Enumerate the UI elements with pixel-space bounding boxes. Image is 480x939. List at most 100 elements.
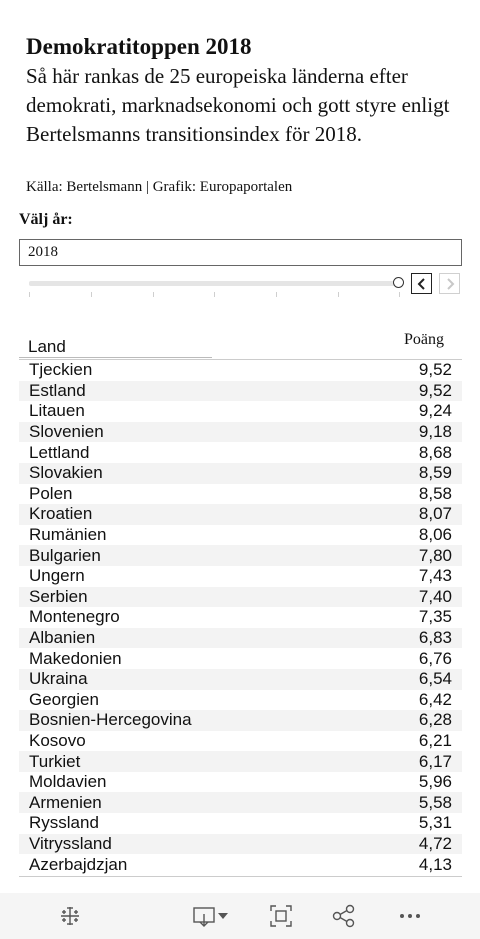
score-value: 7,43 [418,566,452,586]
page-title: Demokratitoppen 2018 [26,34,252,59]
table-row[interactable]: Bosnien-Hercegovina 6,28 [19,710,462,731]
table-row[interactable]: Serbien 7,40 [19,586,462,608]
country-name: Bulgarien [29,545,101,565]
year-slider-thumb[interactable] [393,277,404,288]
score-value: 6,42 [418,689,452,709]
country-name: Estland [29,380,86,400]
table-row[interactable]: Polen 8,58 [19,484,462,505]
country-name: Turkiet [29,751,81,771]
table-row[interactable]: Bulgarien 7,80 [19,545,462,566]
score-value: 6,54 [418,669,452,689]
table-row[interactable]: Estland 9,52 [19,380,462,402]
table-row[interactable]: Ryssland 5,31 [19,813,462,834]
share-button[interactable] [330,901,358,931]
chevron-right-icon [446,277,454,290]
table-row[interactable]: Vitryssland 4,72 [19,833,462,855]
column-header-divider [19,357,212,358]
score-value: 5,96 [418,772,452,792]
score-value: 8,06 [418,525,452,545]
fullscreen-icon [270,905,292,927]
score-value: 7,80 [418,545,452,565]
score-value: 9,18 [418,422,452,442]
country-name: Kosovo [29,730,86,750]
table-bottom-border [19,876,462,877]
download-button[interactable] [186,901,234,931]
table-row[interactable]: Kosovo 6,21 [19,731,462,752]
score-value: 7,40 [418,586,452,606]
slider-tick [276,292,277,297]
country-name: Armenien [29,792,102,812]
tableau-logo-icon [61,907,79,925]
country-name: Lettland [29,442,90,462]
country-name: Moldavien [29,772,107,792]
score-value: 8,07 [418,504,452,524]
more-icon [400,914,420,918]
score-value: 9,52 [418,380,452,400]
score-value: 6,21 [418,730,452,750]
table-row[interactable]: Ungern 7,43 [19,566,462,587]
column-header-score[interactable]: Poäng [404,331,444,348]
year-select[interactable]: 2018 [19,239,462,266]
share-icon [332,904,355,928]
table-row[interactable]: Georgien 6,42 [19,690,462,711]
table-row[interactable]: Rumänien 8,06 [19,525,462,546]
table-row[interactable]: Slovenien 9,18 [19,421,462,443]
score-value: 8,68 [418,442,452,462]
table-row[interactable]: Albanien 6,83 [19,627,462,649]
fullscreen-button[interactable] [267,901,295,931]
chevron-left-icon [417,277,425,290]
table-row[interactable]: Makedonien 6,76 [19,648,462,669]
page-description: Så här rankas de 25 europeiska länderna … [26,64,450,146]
slider-tick [338,292,339,297]
table-row[interactable]: Ukraina 6,54 [19,668,462,690]
tableau-logo-button[interactable] [56,901,84,931]
country-name: Ryssland [29,813,99,833]
table-row[interactable]: Montenegro 7,35 [19,607,462,628]
country-name: Georgien [29,689,99,709]
country-name: Serbien [29,586,88,606]
score-value: 7,35 [418,607,452,627]
more-options-button[interactable] [396,901,424,931]
country-name: Rumänien [29,525,107,545]
country-name: Ungern [29,566,85,586]
country-name: Tjeckien [29,360,93,380]
table-row[interactable]: Litauen 9,24 [19,401,462,422]
source-credit: Källa: Bertelsmann | Grafik: Europaporta… [26,179,293,195]
table-row[interactable]: Slovakien 8,59 [19,462,462,484]
table-row[interactable]: Kroatien 8,07 [19,504,462,525]
score-value: 8,58 [418,483,452,503]
table-row[interactable]: Azerbajdzjan 4,13 [19,854,462,875]
country-name: Albanien [29,628,96,648]
country-name: Litauen [29,401,85,421]
year-slider-track[interactable] [29,281,400,286]
table-row[interactable]: Tjeckien 9,52 [19,360,462,381]
table-row[interactable]: Lettland 8,68 [19,442,462,463]
toolbar [0,893,480,939]
country-name: Kroatien [29,504,93,524]
slider-tick [214,292,215,297]
slider-tick [91,292,92,297]
table-row[interactable]: Moldavien 5,96 [19,772,462,793]
table-row[interactable]: Armenien 5,58 [19,792,462,814]
country-name: Slovakien [29,463,103,483]
country-name: Vitryssland [29,833,112,853]
year-select-value: 2018 [28,244,58,260]
score-value: 4,13 [418,854,452,874]
previous-year-button[interactable] [411,273,432,294]
next-year-button[interactable] [439,273,460,294]
country-name: Makedonien [29,648,122,668]
table-row[interactable]: Turkiet 6,17 [19,751,462,772]
column-header-country[interactable]: Land [28,337,66,356]
score-value: 6,17 [418,751,452,771]
country-name: Bosnien-Hercegovina [29,710,192,730]
country-name: Azerbajdzjan [29,854,128,874]
year-filter-label: Välj år: [19,211,73,228]
slider-tick [153,292,154,297]
slider-tick [399,292,400,297]
table-top-border [19,359,462,360]
score-value: 8,59 [418,463,452,483]
country-name: Ukraina [29,669,88,689]
score-value: 9,24 [418,401,452,421]
dropdown-caret-icon [218,913,228,919]
country-name: Polen [29,483,73,503]
